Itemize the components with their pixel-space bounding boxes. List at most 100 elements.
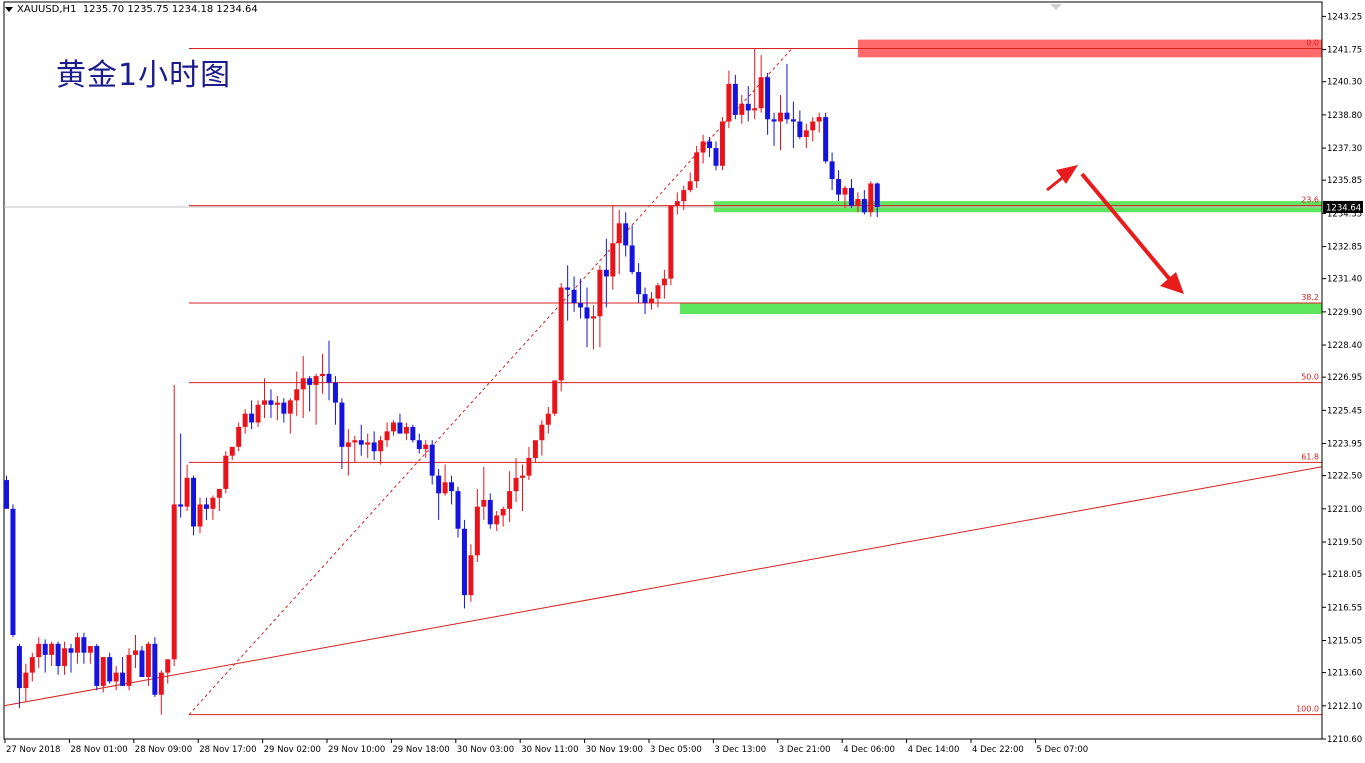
- candle-body[interactable]: [829, 161, 835, 180]
- candle-body[interactable]: [694, 152, 700, 182]
- candle-body[interactable]: [681, 190, 687, 202]
- candle-body[interactable]: [294, 389, 300, 401]
- candle-body[interactable]: [62, 648, 68, 666]
- candle-body[interactable]: [126, 654, 132, 686]
- candle-body[interactable]: [745, 103, 751, 111]
- candle-body[interactable]: [100, 657, 106, 686]
- candle-body[interactable]: [339, 402, 345, 447]
- candle-body[interactable]: [36, 643, 42, 658]
- candle-body[interactable]: [674, 201, 680, 206]
- trendline[interactable]: [3, 466, 1323, 707]
- candle-body[interactable]: [539, 424, 545, 441]
- candle-body[interactable]: [94, 646, 100, 686]
- candle-body[interactable]: [81, 637, 87, 653]
- candle-body[interactable]: [184, 477, 190, 507]
- candle-body[interactable]: [726, 83, 732, 122]
- candle-body[interactable]: [584, 307, 590, 319]
- candle-body[interactable]: [255, 404, 261, 423]
- candle-body[interactable]: [352, 440, 358, 443]
- candle-body[interactable]: [23, 672, 29, 689]
- candle-body[interactable]: [87, 646, 93, 653]
- candle-body[interactable]: [655, 285, 661, 299]
- candle-body[interactable]: [178, 504, 184, 507]
- candle-body[interactable]: [784, 112, 790, 120]
- candle-body[interactable]: [790, 119, 796, 122]
- candle-body[interactable]: [507, 491, 513, 509]
- candle-body[interactable]: [165, 659, 171, 673]
- candle-body[interactable]: [597, 269, 603, 317]
- candle-body[interactable]: [765, 77, 771, 120]
- candle-body[interactable]: [578, 302, 584, 308]
- candle-body[interactable]: [603, 269, 609, 277]
- candle-body[interactable]: [210, 497, 216, 509]
- candle-body[interactable]: [558, 287, 564, 381]
- candle-body[interactable]: [461, 528, 467, 596]
- candle-body[interactable]: [203, 504, 209, 509]
- candle-body[interactable]: [590, 316, 596, 319]
- candle-body[interactable]: [610, 243, 616, 277]
- candle-body[interactable]: [133, 650, 138, 655]
- candle-body[interactable]: [436, 475, 442, 494]
- candle-body[interactable]: [526, 457, 532, 476]
- candle-body[interactable]: [552, 380, 558, 414]
- candle-body[interactable]: [732, 83, 738, 115]
- candle-body[interactable]: [700, 141, 706, 153]
- candle-body[interactable]: [358, 440, 364, 445]
- candle-body[interactable]: [487, 499, 493, 525]
- candle-body[interactable]: [816, 117, 822, 122]
- candle-body[interactable]: [197, 504, 203, 527]
- candle-body[interactable]: [636, 272, 642, 295]
- candle-body[interactable]: [565, 287, 571, 290]
- candle-body[interactable]: [668, 205, 674, 279]
- candle-body[interactable]: [771, 119, 777, 122]
- candle-body[interactable]: [216, 488, 222, 498]
- candle-body[interactable]: [855, 198, 861, 206]
- candle-body[interactable]: [313, 376, 319, 385]
- candle-body[interactable]: [384, 431, 390, 441]
- candle-body[interactable]: [229, 446, 235, 456]
- candle-body[interactable]: [378, 440, 384, 452]
- candle-body[interactable]: [397, 422, 403, 434]
- candle-body[interactable]: [345, 442, 351, 447]
- candle-body[interactable]: [629, 245, 635, 273]
- candle-body[interactable]: [474, 506, 480, 556]
- candle-body[interactable]: [803, 130, 809, 138]
- candle-body[interactable]: [42, 643, 48, 655]
- candle-body[interactable]: [307, 378, 313, 385]
- candle-body[interactable]: [107, 657, 113, 682]
- candle-body[interactable]: [545, 413, 551, 425]
- candle-body[interactable]: [16, 646, 22, 689]
- candle-body[interactable]: [55, 643, 61, 666]
- candle-body[interactable]: [449, 482, 455, 492]
- candle-body[interactable]: [868, 183, 874, 213]
- candle-body[interactable]: [661, 278, 667, 286]
- candle-body[interactable]: [113, 672, 119, 682]
- candle-body[interactable]: [49, 643, 55, 655]
- candle-body[interactable]: [371, 442, 377, 452]
- chart-shift-icon[interactable]: [1050, 4, 1062, 10]
- candle-body[interactable]: [513, 477, 519, 492]
- candle-body[interactable]: [687, 181, 693, 191]
- candle-body[interactable]: [500, 508, 506, 516]
- candle-body[interactable]: [29, 657, 35, 673]
- candle-body[interactable]: [320, 373, 326, 377]
- candle-body[interactable]: [4, 480, 9, 509]
- candle-body[interactable]: [752, 108, 758, 111]
- candle-body[interactable]: [642, 294, 648, 303]
- candle-body[interactable]: [223, 455, 229, 489]
- candle-body[interactable]: [758, 77, 764, 109]
- candle-body[interactable]: [242, 413, 248, 427]
- candle-body[interactable]: [778, 112, 783, 122]
- candle-body[interactable]: [423, 444, 429, 450]
- candle-body[interactable]: [713, 148, 719, 166]
- candle-body[interactable]: [797, 121, 803, 138]
- candle-body[interactable]: [236, 426, 242, 447]
- candle-body[interactable]: [848, 187, 854, 206]
- candle-body[interactable]: [262, 400, 267, 405]
- candle-body[interactable]: [171, 504, 177, 660]
- candle-body[interactable]: [623, 223, 629, 246]
- candle-body[interactable]: [719, 121, 725, 166]
- candle-body[interactable]: [332, 382, 338, 403]
- candle-body[interactable]: [842, 187, 848, 195]
- candle-body[interactable]: [139, 650, 145, 678]
